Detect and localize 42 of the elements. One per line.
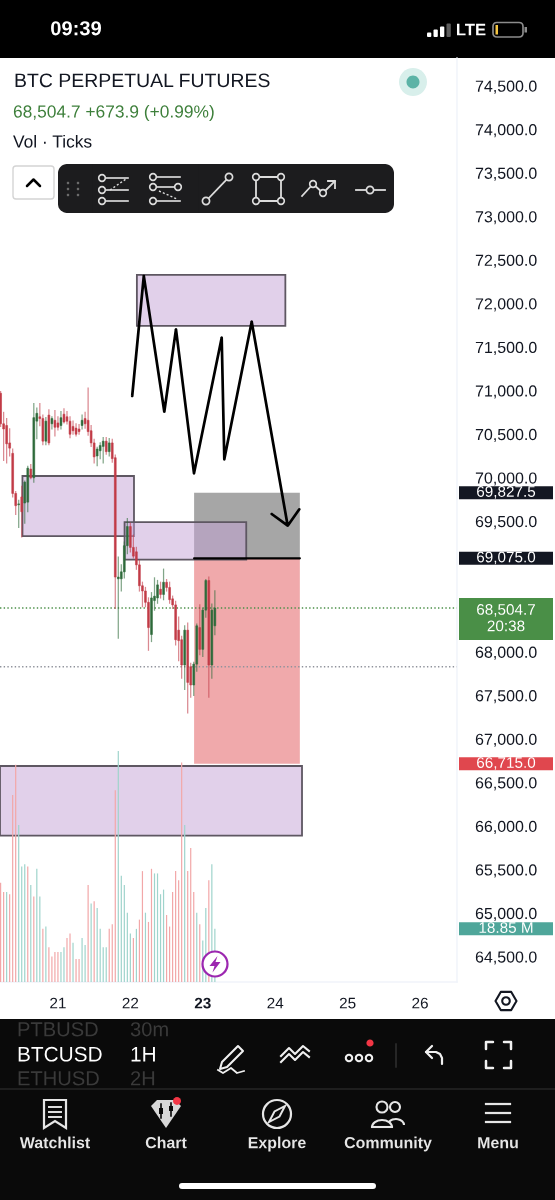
x-tick-label: 21 — [50, 997, 66, 1009]
x-tick-label: 24 — [267, 997, 284, 1009]
x-tick-label: 26 — [412, 997, 428, 1009]
y-tick-label: 67,000.0 — [475, 733, 537, 747]
text: Watchlist — [19, 1136, 90, 1149]
text: 69,827.5 — [477, 486, 536, 499]
text: BTC PERPETUAL FUTURES — [15, 73, 270, 88]
y-tick-label: 72,500.0 — [475, 254, 537, 268]
text: Chart — [145, 1136, 187, 1149]
x-tick-label: 23 — [194, 997, 211, 1009]
text: Menu — [478, 1137, 518, 1149]
y-tick-label: 69,500.0 — [475, 515, 537, 530]
y-tick-label: 71,500.0 — [475, 341, 537, 355]
x-tick-label: 25 — [339, 997, 356, 1009]
text: 69,075.0 — [477, 551, 536, 565]
ref-line-label: 68,504.7 20:38 — [477, 604, 535, 632]
y-tick-label: 67,500.0 — [475, 690, 537, 704]
text: BTCUSD — [18, 1046, 102, 1062]
annotation: Vol · Ticks — [13, 134, 92, 148]
text: 66,715.0 — [477, 757, 536, 770]
y-tick-label: 72,000.0 — [475, 298, 537, 312]
text: 1H — [131, 1047, 155, 1062]
text: LTE — [456, 23, 486, 36]
y-tick-label: 64,500.0 — [475, 951, 537, 965]
y-tick-label: 65,500.0 — [475, 864, 537, 878]
y-tick-label: 65,000.0 — [475, 907, 537, 922]
text: 68,504.7 +673.9 (+0.99%) — [13, 104, 214, 122]
y-tick-label: 74,000.0 — [475, 124, 537, 138]
text: Explore — [248, 1136, 306, 1152]
y-tick-label: 70,000.0 — [475, 472, 537, 486]
text: 18.85 M — [479, 922, 533, 933]
x-tick-label: 22 — [122, 997, 139, 1009]
y-tick-label: 66,000.0 — [475, 820, 537, 834]
y-tick-label: 73,000.0 — [475, 211, 537, 225]
text: Community — [344, 1136, 432, 1152]
y-tick-label: 71,000.0 — [475, 385, 537, 399]
y-tick-label: 73,500.0 — [475, 167, 537, 181]
y-tick-label: 66,500.0 — [475, 777, 537, 791]
y-tick-label: 68,000.0 — [475, 646, 537, 660]
y-tick-label: 70,500.0 — [475, 428, 537, 443]
text: 09:39 — [51, 21, 102, 36]
y-tick-label: 74,500.0 — [475, 80, 537, 94]
